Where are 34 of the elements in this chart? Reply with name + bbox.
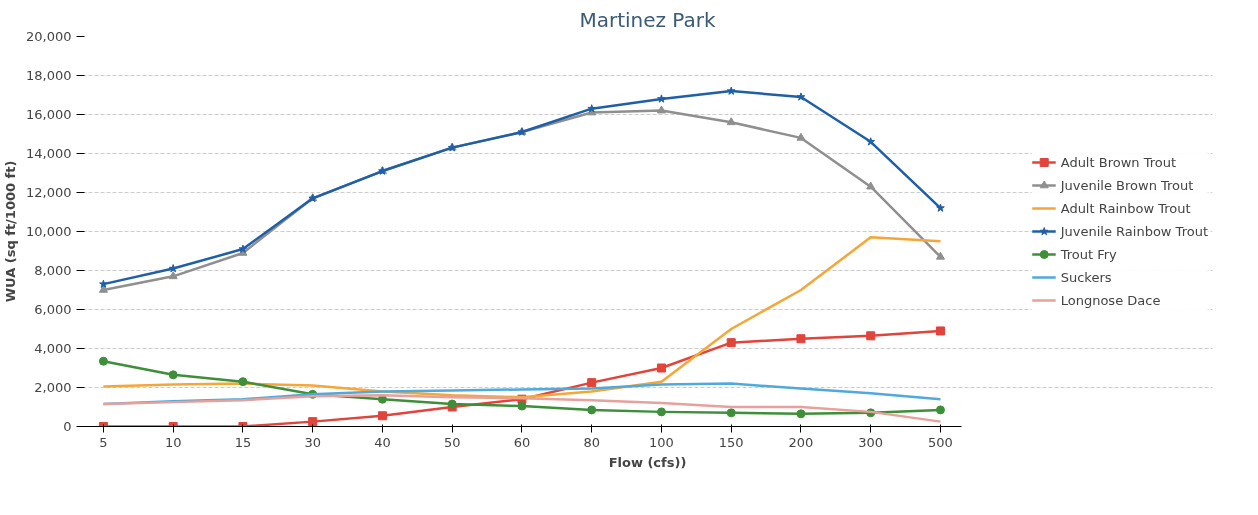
x-tick-label: 150 [718, 434, 744, 450]
x-tick-label: 50 [443, 434, 461, 450]
x-tick-label: 15 [234, 434, 252, 450]
x-tick-label: 500 [928, 434, 953, 450]
y-tick-label: 8,000 [34, 263, 72, 278]
y-tick-label: 4,000 [34, 341, 72, 356]
y-tick-label: 0 [63, 419, 72, 434]
y-axis-title: WUA (sq ft/1000 ft) [3, 160, 19, 303]
y-tick-label: 12,000 [26, 185, 72, 200]
legend-label: Adult Brown Trout [1060, 154, 1177, 170]
legend-label: Longnose Dace [1060, 292, 1161, 308]
y-tick-label: 18,000 [26, 68, 72, 83]
x-tick-label: 80 [583, 434, 600, 450]
x-tick-label: 40 [374, 434, 391, 450]
legend-label: Trout Fry [1060, 246, 1117, 262]
y-tick-label: 20,000 [26, 29, 72, 44]
y-tick-label: 10,000 [26, 224, 72, 239]
y-tick-label: 2,000 [34, 380, 72, 395]
x-tick-label: 300 [858, 434, 884, 450]
legend-label: Juvenile Brown Trout [1060, 177, 1194, 193]
y-tick-label: 14,000 [26, 146, 72, 161]
legend-label: Juvenile Rainbow Trout [1060, 223, 1208, 239]
y-tick-label: 6,000 [34, 302, 72, 317]
x-tick-label: 10 [164, 434, 182, 450]
x-tick-label: 5 [99, 434, 108, 450]
legend-label: Adult Rainbow Trout [1060, 200, 1191, 216]
x-tick-label: 200 [788, 434, 814, 450]
x-tick-label: 60 [513, 434, 531, 450]
y-tick-label: 16,000 [26, 107, 72, 122]
x-tick-label: 30 [304, 434, 321, 450]
x-axis-title: Flow (cfs)) [608, 454, 687, 470]
chart-title: Martinez Park [579, 7, 717, 32]
legend-label: Suckers [1060, 269, 1112, 285]
x-tick-label: 100 [649, 434, 674, 450]
